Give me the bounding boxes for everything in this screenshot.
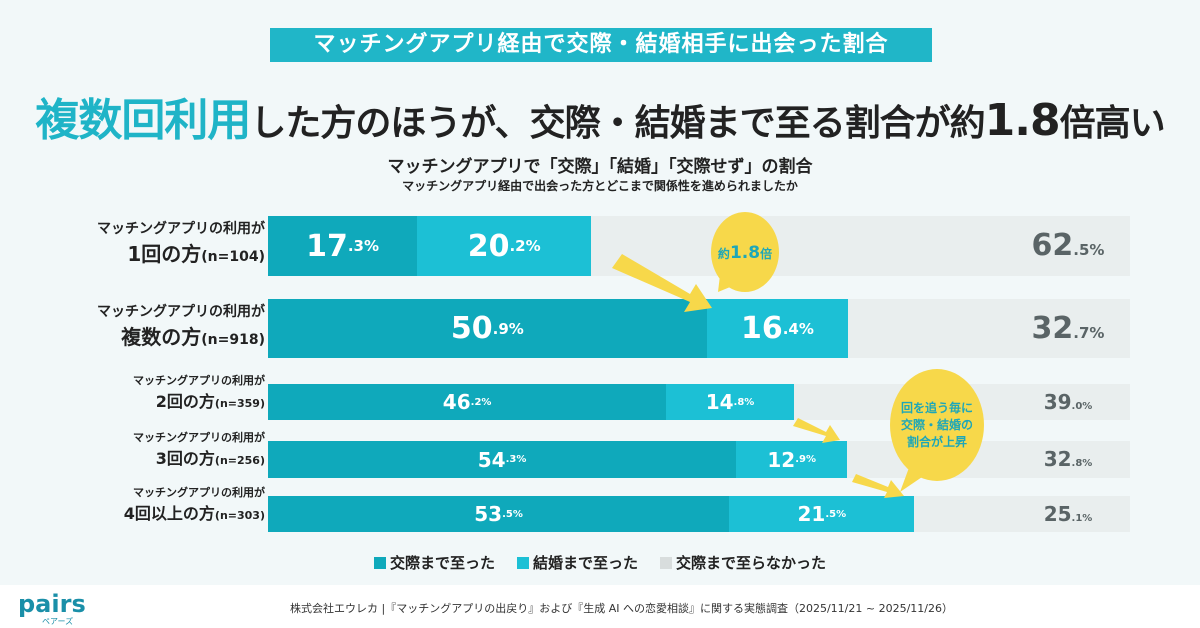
headline-part1: した方のほうが、交際・結婚まで至る割合が約 (250, 103, 985, 144)
bar-segment-dating: 17.3% (268, 216, 418, 276)
category-label-line1: マッチングアプリの利用が (133, 486, 265, 499)
category-label-line2: 複数の方(n=918) (121, 325, 265, 349)
legend: 交際まで至った 結婚まで至った 交際まで至らなかった (0, 552, 1200, 573)
footer (0, 585, 1200, 628)
source-note: 株式会社エウレカ |『マッチングアプリの出戻り』および『生成 AI への恋愛相談… (290, 602, 953, 615)
bubble-1-8x (711, 212, 779, 292)
bar-segment-dating: 50.9% (268, 299, 707, 358)
arrow-main (612, 254, 712, 312)
bubble-trend-line3: 割合が上昇 (907, 434, 967, 449)
legend-swatch (660, 557, 672, 569)
bar-segment-married: 14.8% (666, 384, 794, 420)
legend-swatch (516, 557, 529, 569)
bar-segment-dating: 53.5% (268, 496, 730, 532)
category-label-line2: 4回以上の方(n=303) (123, 504, 265, 523)
bubble-trend (890, 369, 984, 492)
pairs-logo-sub: ペアーズ (42, 617, 74, 626)
category-label-line1: マッチングアプリの利用が (133, 431, 265, 444)
bar-value-none: 25.1% (1043, 502, 1093, 526)
bar-value-none: 32.8% (1043, 447, 1093, 471)
legend-item-dating: 交際まで至った (373, 552, 495, 573)
bar-value-none: 32.7% (1031, 311, 1105, 346)
category-label: マッチングアプリの利用が 1回の方(n=104) (97, 218, 265, 267)
bar-value-none: 39.0% (1043, 390, 1093, 414)
bar-row: 53.5% 21.5% 25.1% (268, 496, 1130, 532)
chart-subtitle: マッチングアプリ経由で出会った方とどこまで関係性を進められましたか (402, 179, 798, 193)
headline-number: 1.8 (984, 95, 1061, 146)
bar-segment-dating: 46.2% (268, 384, 667, 420)
bar-row: 17.3% 20.2% 62.5% (268, 216, 1130, 276)
headline-highlight: 複数回利用 (35, 95, 251, 146)
category-label: マッチングアプリの利用が複数の方(n=918) (97, 301, 265, 350)
bubble-trend-line1: 回を追う毎に (901, 400, 973, 415)
category-label: マッチングアプリの利用が 4回以上の方(n=303) (124, 484, 265, 524)
bar-segment-dating: 54.3% (268, 441, 737, 478)
bar-segment-married: 16.4% (706, 299, 849, 358)
category-label-line1: マッチングアプリの利用が (97, 221, 265, 237)
header-tag: マッチングアプリ経由で交際・結婚相手に出会った割合 (270, 28, 932, 62)
legend-item-married: 結婚まで至った (516, 552, 638, 573)
bar-segment-married: 12.9% (736, 441, 848, 478)
chart-title: マッチングアプリで「交際」「結婚」「交際せず」の割合 (387, 157, 813, 177)
bar-segment-married: 21.5% (729, 496, 915, 532)
bubble-1-text: 約1.8倍 (718, 243, 772, 263)
bar-value-none: 62.5% (1031, 228, 1105, 263)
category-label-line1: マッチングアプリの利用が (133, 374, 265, 387)
headline: 複数回利用した方のほうが、交際・結婚まで至る割合が約1.8倍高い (0, 84, 1200, 148)
legend-item-none: 交際まで至らなかった (660, 552, 826, 573)
category-label: マッチングアプリの利用が 3回の方(n=256) (133, 429, 265, 469)
category-label-line2: 1回の方(n=104) (127, 242, 265, 266)
category-label-line1: マッチングアプリの利用が (97, 304, 265, 320)
category-label: マッチングアプリの利用が 2回の方(n=359) (133, 372, 265, 412)
bar-row: 54.3% 12.9% 32.8% (268, 441, 1130, 478)
headline-part2: 倍高い (1059, 103, 1166, 144)
category-label-line2: 2回の方(n=359) (155, 392, 265, 411)
legend-swatch (373, 557, 386, 569)
pairs-logo: pairs (18, 590, 86, 618)
bubble-trend-line2: 交際・結婚の (901, 417, 973, 432)
category-label-line2: 3回の方(n=256) (155, 449, 265, 468)
arrow-small-1 (793, 418, 840, 443)
bar-row: 46.2% 14.8% 39.0% (268, 384, 1130, 420)
arrow-small-2 (852, 474, 904, 498)
bar-segment-married: 20.2% (417, 216, 592, 276)
